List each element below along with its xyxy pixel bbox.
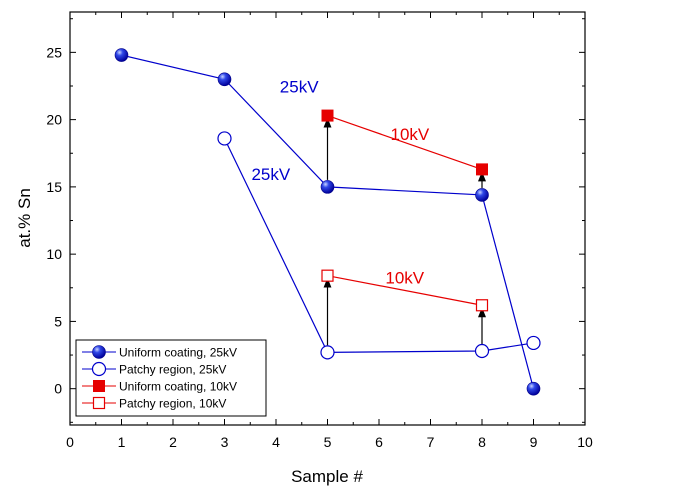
x-tick-label: 8 <box>478 434 486 450</box>
x-tick-label: 7 <box>427 434 435 450</box>
x-tick-label: 1 <box>118 434 126 450</box>
data-point-s0-p3 <box>475 188 489 202</box>
data-point-s2-p0 <box>321 109 334 122</box>
y-axis-label: at.% Sn <box>15 188 34 248</box>
x-tick-label: 4 <box>272 434 280 450</box>
y-tick-label: 25 <box>46 44 62 60</box>
data-point-s1-p1 <box>320 345 335 360</box>
legend-label: Patchy region, 10kV <box>119 397 226 411</box>
annotation-label: 10kV <box>391 125 430 144</box>
series-line-1 <box>223 138 534 353</box>
x-axis-label: Sample # <box>291 467 363 486</box>
legend-marker-0 <box>92 345 106 359</box>
data-point-s1-p0 <box>217 131 232 146</box>
x-tick-label: 2 <box>169 434 177 450</box>
legend: Uniform coating, 25kV Patchy region, 25kV… <box>75 339 267 417</box>
legend-label: Uniform coating, 10kV <box>119 380 237 394</box>
data-point-s3-p0 <box>321 269 334 282</box>
y-tick-label: 20 <box>46 112 62 128</box>
annotations: 25kV 25kV 10kV 10kV <box>251 78 429 288</box>
x-tick-label: 6 <box>375 434 383 450</box>
data-point-s1-p2 <box>474 343 490 359</box>
y-tick-label: 15 <box>46 179 62 195</box>
data-point-s0-p1 <box>217 72 232 87</box>
x-axis: 0 1 2 3 4 5 6 7 8 9 10 <box>66 12 593 450</box>
x-tick-label: 10 <box>577 434 593 450</box>
y-tick-label: 10 <box>46 246 62 262</box>
x-tick-label: 0 <box>66 434 74 450</box>
legend-label: Uniform coating, 25kV <box>119 346 237 360</box>
data-point-s0-p4 <box>526 381 541 396</box>
data-point-s2-p1 <box>476 163 488 176</box>
legend-marker-3 <box>92 396 106 410</box>
legend-marker-2 <box>93 380 105 392</box>
data-point-s0-p0 <box>114 48 129 62</box>
data-point-s0-p2 <box>320 180 335 194</box>
series-line-3 <box>327 275 483 306</box>
legend-marker-1 <box>91 361 107 377</box>
legend-label: Patchy region, 25kV <box>119 363 226 377</box>
series-markers <box>114 48 541 396</box>
annotation-label: 25kV <box>251 165 290 184</box>
x-tick-label: 9 <box>530 434 538 450</box>
series-line-2 <box>327 115 483 170</box>
y-axis: 0 5 10 15 20 25 <box>46 18 585 423</box>
y-tick-label: 0 <box>54 381 62 397</box>
annotation-label: 25kV <box>280 78 319 97</box>
x-tick-label: 5 <box>324 434 332 450</box>
data-point-s3-p1 <box>475 299 489 312</box>
y-tick-label: 5 <box>54 313 62 329</box>
arrows <box>323 117 486 346</box>
x-tick-label: 3 <box>221 434 229 450</box>
annotation-label: 10kV <box>385 269 424 288</box>
data-point-s1-p3 <box>526 335 541 351</box>
